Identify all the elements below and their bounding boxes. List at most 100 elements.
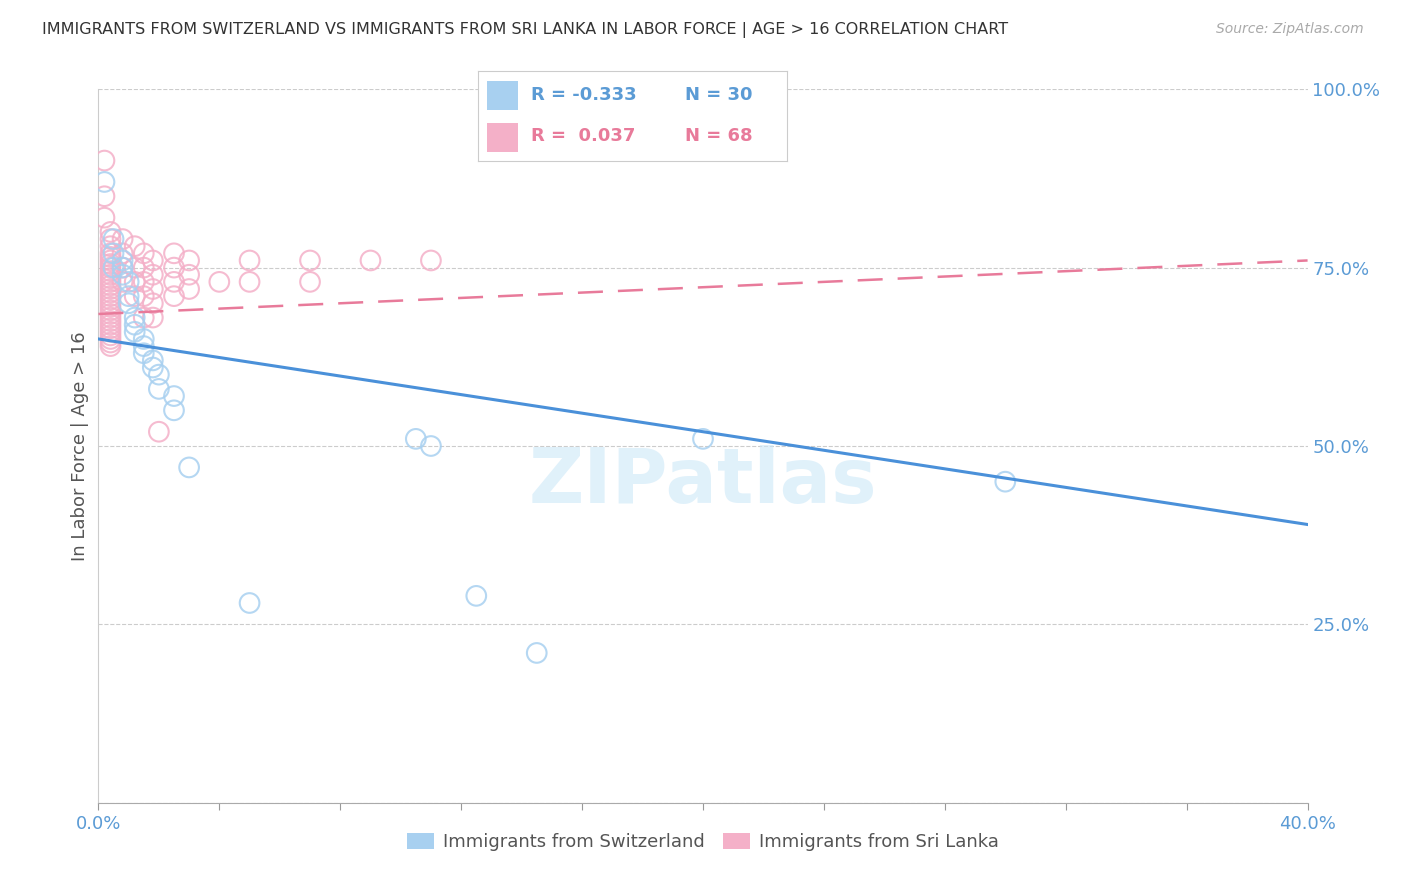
- Point: [142, 296, 165, 310]
- Point: [100, 232, 122, 246]
- Point: [163, 260, 186, 275]
- Point: [420, 253, 443, 268]
- Text: Source: ZipAtlas.com: Source: ZipAtlas.com: [1216, 22, 1364, 37]
- Point: [163, 246, 186, 260]
- Point: [111, 268, 134, 282]
- Y-axis label: In Labor Force | Age > 16: In Labor Force | Age > 16: [70, 331, 89, 561]
- Point: [239, 275, 262, 289]
- Point: [100, 335, 122, 350]
- Point: [100, 300, 122, 314]
- Point: [132, 339, 155, 353]
- Point: [93, 153, 115, 168]
- Point: [132, 346, 155, 360]
- Point: [100, 328, 122, 343]
- Point: [299, 253, 322, 268]
- Point: [100, 339, 122, 353]
- Point: [100, 278, 122, 293]
- Point: [100, 310, 122, 325]
- Point: [692, 432, 714, 446]
- Point: [142, 268, 165, 282]
- FancyBboxPatch shape: [488, 123, 519, 152]
- Point: [163, 289, 186, 303]
- Point: [100, 307, 122, 321]
- Point: [148, 368, 170, 382]
- Point: [103, 232, 125, 246]
- Point: [124, 310, 146, 325]
- Point: [239, 596, 262, 610]
- Text: IMMIGRANTS FROM SWITZERLAND VS IMMIGRANTS FROM SRI LANKA IN LABOR FORCE | AGE > : IMMIGRANTS FROM SWITZERLAND VS IMMIGRANT…: [42, 22, 1008, 38]
- Point: [132, 332, 155, 346]
- Point: [142, 282, 165, 296]
- Point: [100, 264, 122, 278]
- Point: [124, 260, 146, 275]
- Point: [994, 475, 1017, 489]
- Text: ZIPatlas: ZIPatlas: [529, 445, 877, 518]
- Point: [179, 268, 201, 282]
- Point: [100, 253, 122, 268]
- Point: [100, 285, 122, 300]
- Point: [148, 382, 170, 396]
- Point: [142, 253, 165, 268]
- Point: [163, 403, 186, 417]
- Point: [148, 425, 170, 439]
- Point: [111, 275, 134, 289]
- Point: [132, 246, 155, 260]
- Point: [124, 318, 146, 332]
- Point: [142, 310, 165, 325]
- Point: [100, 268, 122, 282]
- Point: [179, 253, 201, 268]
- Point: [124, 239, 146, 253]
- Point: [111, 246, 134, 260]
- Point: [208, 275, 231, 289]
- Point: [100, 225, 122, 239]
- Point: [100, 239, 122, 253]
- Point: [93, 175, 115, 189]
- Point: [420, 439, 443, 453]
- Point: [93, 189, 115, 203]
- Point: [118, 275, 141, 289]
- Point: [100, 332, 122, 346]
- Point: [111, 260, 134, 275]
- Point: [239, 253, 262, 268]
- Point: [100, 321, 122, 335]
- Point: [100, 289, 122, 303]
- Point: [100, 260, 122, 275]
- FancyBboxPatch shape: [488, 81, 519, 110]
- Point: [111, 260, 134, 275]
- Point: [103, 246, 125, 260]
- Point: [124, 275, 146, 289]
- Point: [100, 257, 122, 271]
- Point: [299, 275, 322, 289]
- Point: [142, 360, 165, 375]
- Point: [111, 232, 134, 246]
- Point: [100, 275, 122, 289]
- Point: [118, 296, 141, 310]
- Point: [100, 293, 122, 307]
- Text: R =  0.037: R = 0.037: [530, 128, 636, 145]
- Point: [124, 325, 146, 339]
- Point: [103, 260, 125, 275]
- Point: [100, 318, 122, 332]
- Point: [100, 296, 122, 310]
- Point: [132, 275, 155, 289]
- Point: [179, 460, 201, 475]
- Point: [124, 289, 146, 303]
- Point: [163, 389, 186, 403]
- Text: N = 68: N = 68: [685, 128, 752, 145]
- Point: [100, 325, 122, 339]
- Point: [132, 289, 155, 303]
- Point: [111, 253, 134, 268]
- Point: [142, 353, 165, 368]
- Point: [179, 282, 201, 296]
- Point: [163, 275, 186, 289]
- Text: N = 30: N = 30: [685, 87, 752, 104]
- Point: [118, 289, 141, 303]
- Point: [100, 314, 122, 328]
- Point: [526, 646, 548, 660]
- Point: [100, 303, 122, 318]
- Point: [100, 282, 122, 296]
- Point: [405, 432, 427, 446]
- Point: [100, 246, 122, 260]
- Point: [132, 310, 155, 325]
- Legend: Immigrants from Switzerland, Immigrants from Sri Lanka: Immigrants from Switzerland, Immigrants …: [399, 825, 1007, 858]
